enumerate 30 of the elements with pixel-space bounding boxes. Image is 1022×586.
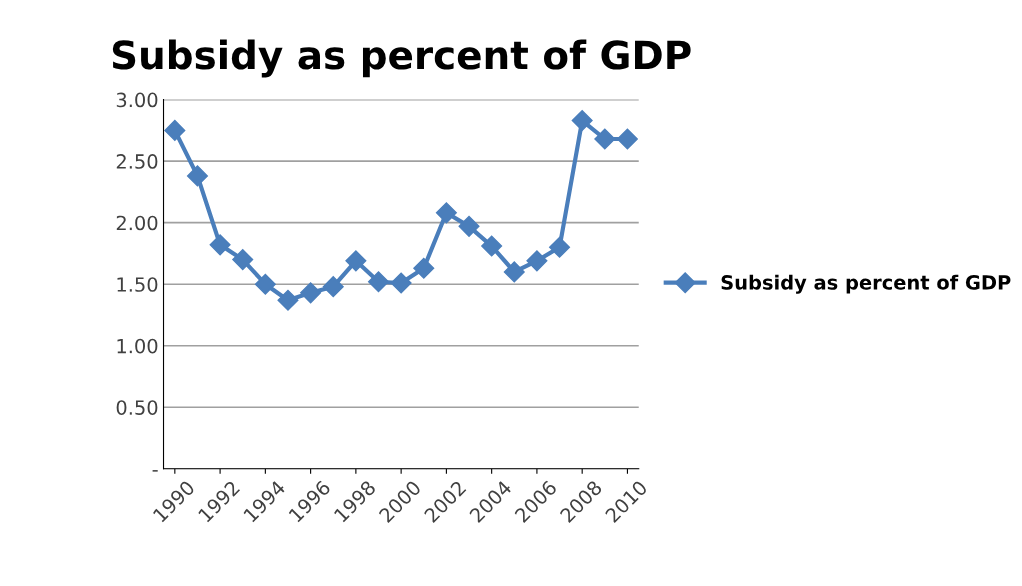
point [186,165,208,187]
point [390,272,412,294]
y-tick-label: 2.00 [116,215,158,231]
point [616,128,638,150]
point [345,250,367,272]
point [481,235,503,257]
point [571,110,593,132]
point [526,250,548,272]
point [277,289,299,311]
point [413,257,435,279]
point [322,276,344,298]
point [435,202,457,224]
y-tick-label: 1.50 [117,277,158,292]
y-tick-label: 2.50 [116,154,158,169]
point [503,261,525,283]
point [458,215,480,237]
point [254,273,276,295]
point [164,119,186,141]
y-tick-label: 3.00 [116,92,158,108]
legend-label: Subsidy as percent of GDP [721,274,1011,294]
point [209,234,231,256]
chart-title: Subsidy as percent of GDP [112,39,691,78]
point [232,249,254,271]
y-tick-label: 1.00 [117,338,158,354]
point [367,271,390,293]
point [594,128,616,150]
point [300,282,322,304]
y-tick-label: - [152,470,158,472]
y-tick-label: 0.50 [116,400,158,415]
point [549,236,571,258]
